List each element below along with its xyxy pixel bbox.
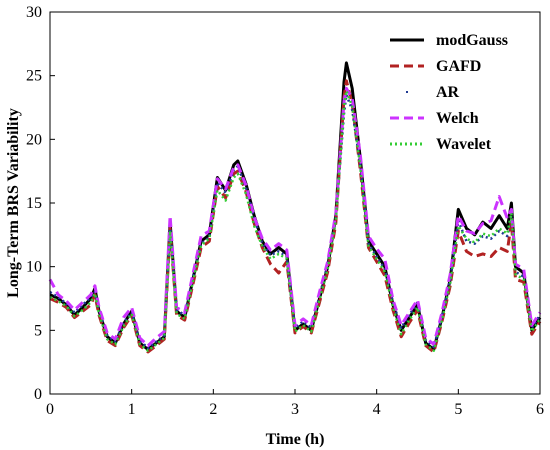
- y-tick-label: 0: [34, 386, 42, 403]
- legend-label-wavelet: Wavelet: [436, 136, 492, 153]
- ticks-layer: 0 1 2 3 4 5 6 0 5 10 15 20 25 30: [26, 4, 544, 418]
- series-line-modgauss: [49, 61, 542, 351]
- y-tick-label: 5: [34, 322, 42, 339]
- series-line-gafd: [49, 79, 542, 354]
- y-tick-label: 15: [26, 195, 42, 212]
- x-tick-label: 1: [128, 401, 136, 418]
- y-tick-label: 25: [26, 68, 42, 85]
- series-line-ar: [49, 93, 542, 350]
- x-tick-label: 0: [46, 401, 54, 418]
- legend-label-ar: AR: [436, 84, 460, 101]
- y-tick-label: 10: [26, 259, 42, 276]
- legend-label-gafd: GAFD: [436, 58, 481, 75]
- y-axis-label: Long-Term BRS Variability: [5, 108, 22, 298]
- x-tick-label: 2: [209, 401, 217, 418]
- legend: modGauss GAFD AR Welch Wavelet: [390, 32, 508, 153]
- legend-label-welch: Welch: [436, 110, 479, 127]
- x-tick-label: 3: [291, 401, 299, 418]
- x-axis-label: Time (h): [266, 431, 325, 448]
- x-tick-label: 4: [373, 401, 381, 418]
- y-tick-label: 30: [26, 4, 42, 21]
- series-layer: [48, 61, 542, 354]
- x-tick-label: 5: [454, 401, 462, 418]
- x-tick-label: 6: [536, 401, 544, 418]
- series-line-welch: [48, 86, 542, 348]
- y-tick-label: 20: [26, 131, 42, 148]
- legend-label-modgauss: modGauss: [436, 32, 508, 49]
